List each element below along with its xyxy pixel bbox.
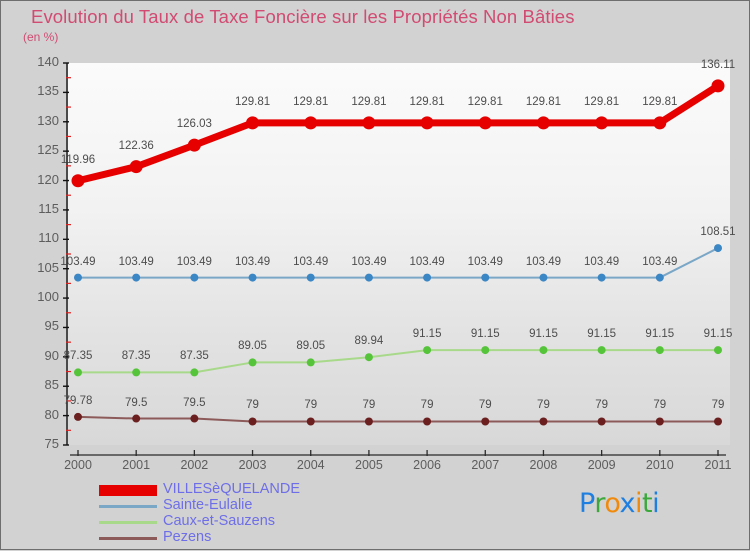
data-point-label: 129.81 — [351, 95, 387, 108]
y-axis-tick-label: 125 — [37, 142, 59, 158]
data-point-label: 103.49 — [293, 255, 329, 268]
data-point-label: 103.49 — [351, 255, 387, 268]
y-axis-tick-label: 120 — [37, 171, 59, 187]
data-point-label: 126.03 — [176, 118, 212, 131]
data-point-label: 79 — [478, 399, 492, 412]
data-point-label: 87.35 — [63, 350, 93, 363]
logo-letter: r — [594, 488, 605, 519]
data-point-label: 129.81 — [293, 95, 329, 108]
x-axis-tick-label: 2003 — [238, 458, 267, 472]
legend-color-swatch — [99, 485, 157, 496]
data-point-label: 136.11 — [700, 58, 736, 71]
y-axis-tick-label: 85 — [44, 377, 59, 393]
x-axis-tick-label: 2001 — [122, 458, 151, 472]
x-axis-tick-label: 2006 — [413, 458, 441, 472]
x-axis-tick-label: 2000 — [64, 458, 92, 472]
data-point-label: 79 — [304, 399, 318, 412]
data-point-label: 103.49 — [525, 255, 562, 268]
data-point-label: 129.81 — [234, 95, 271, 108]
plot-area — [68, 63, 730, 445]
logo-letter: o — [604, 488, 620, 519]
data-point-label: 79 — [711, 399, 725, 412]
data-point-label: 129.81 — [642, 95, 678, 108]
legend-item-0[interactable]: VILLESèQUELANDE — [99, 481, 419, 499]
data-point-label: 91.15 — [645, 328, 675, 341]
data-point-label: 103.49 — [234, 255, 271, 268]
x-axis-tick-label: 2011 — [704, 458, 732, 472]
data-point-label: 89.05 — [238, 340, 267, 353]
proxiti-logo: Proxiti — [579, 488, 660, 519]
data-point-label: 79 — [595, 399, 609, 412]
data-point-label: 79.5 — [183, 396, 206, 409]
data-point-label: 91.15 — [587, 328, 617, 341]
y-axis-tick-label: 115 — [38, 200, 59, 216]
legend-color-swatch — [99, 505, 157, 508]
y-axis-tick-label: 75 — [44, 436, 59, 451]
data-point-label: 129.81 — [584, 95, 620, 108]
data-point-label: 89.05 — [296, 340, 326, 353]
y-axis-tick-label: 105 — [37, 259, 59, 275]
data-point-label: 119.96 — [60, 153, 96, 166]
data-point-label: 79.5 — [124, 396, 148, 409]
legend-item-1[interactable]: Sainte-Eulalie — [99, 497, 419, 515]
data-point-label: 103.49 — [642, 255, 678, 268]
data-point-label: 103.49 — [467, 255, 503, 268]
y-axis-tick-label: 140 — [37, 54, 59, 69]
data-point-label: 91.15 — [529, 328, 558, 341]
legend-label: Sainte-Eulalie — [163, 497, 253, 513]
y-axis-tick-label: 100 — [37, 289, 59, 305]
legend-label: Caux-et-Sauzens — [163, 513, 276, 529]
legend-label: VILLESèQUELANDE — [163, 481, 301, 497]
data-point-label: 91.15 — [703, 328, 733, 341]
legend-label: Pezens — [163, 529, 212, 545]
x-axis-tick-label: 2010 — [645, 458, 674, 472]
x-axis-tick-label: 2002 — [180, 458, 209, 472]
data-point-label: 79 — [420, 399, 434, 412]
logo-letter: i — [635, 488, 643, 519]
legend-item-3[interactable]: Pezens — [99, 529, 419, 547]
data-point-label: 103.49 — [118, 255, 154, 268]
legend-color-swatch — [99, 537, 157, 540]
data-point-label: 79.78 — [63, 394, 93, 407]
data-point-label: 87.35 — [121, 350, 151, 363]
y-axis-tick-label: 90 — [44, 347, 59, 363]
data-point-label: 79 — [537, 399, 550, 412]
y-axis-tick-label: 95 — [44, 318, 59, 334]
x-axis-tick-label: 2008 — [529, 458, 558, 472]
y-axis-tick-label: 110 — [38, 230, 59, 246]
y-axis-tick-label: 135 — [37, 83, 59, 99]
data-point-label: 103.49 — [60, 255, 96, 268]
page-title: Evolution du Taux de Taxe Foncière sur l… — [31, 6, 575, 27]
data-point-label: 129.81 — [409, 95, 445, 108]
data-point-label: 103.49 — [409, 255, 445, 268]
logo-letter: i — [652, 488, 660, 519]
data-point-label: 129.81 — [467, 95, 503, 108]
data-point-label: 79 — [362, 399, 376, 412]
data-point-label: 91.15 — [412, 328, 442, 341]
logo-letter: x — [619, 488, 636, 519]
data-point-label: 79 — [246, 399, 259, 412]
logo-letter: P — [579, 488, 595, 519]
data-point-label: 103.49 — [584, 255, 620, 268]
data-point-label: 87.35 — [179, 350, 209, 363]
data-point-label: 79 — [653, 399, 667, 412]
data-point-label: 122.36 — [118, 139, 154, 152]
data-point-label: 103.49 — [176, 255, 212, 268]
y-axis-tick-label: 80 — [44, 406, 59, 422]
chart-unit-label: (en %) — [23, 30, 59, 44]
data-point-label: 129.81 — [525, 95, 562, 108]
data-point-label: 108.51 — [700, 226, 736, 239]
chart-legend: VILLESèQUELANDE Sainte-Eulalie Caux-et-Sau… — [99, 481, 419, 547]
data-point-label: 91.15 — [470, 328, 500, 341]
legend-color-swatch — [99, 521, 157, 524]
x-axis-tick-label: 2007 — [471, 458, 500, 472]
y-axis-tick-label: 130 — [37, 112, 59, 128]
x-axis-tick-label: 2009 — [587, 458, 616, 472]
legend-item-2[interactable]: Caux-et-Sauzens — [99, 513, 419, 531]
logo-letter: t — [642, 488, 653, 519]
x-axis-tick-label: 2004 — [296, 458, 325, 472]
data-point-label: 89.94 — [354, 335, 384, 348]
x-axis-tick-label: 2005 — [355, 458, 383, 472]
